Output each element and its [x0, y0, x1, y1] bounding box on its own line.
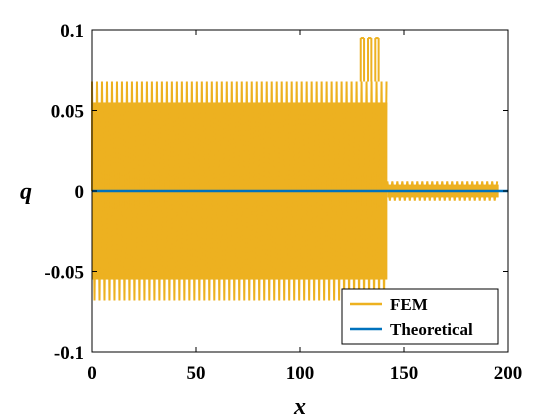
axis-ticks: 0 50 100 150 200 -0.1 -0.05 0 0.05 0.1	[44, 21, 522, 384]
legend-box	[341, 288, 499, 345]
y-tick-label: -0.1	[54, 343, 84, 364]
x-tick-label: 150	[390, 363, 419, 384]
x-tick-label: 50	[187, 363, 206, 384]
y-tick-label: 0.05	[51, 102, 84, 123]
y-tick-label: 0.1	[60, 21, 84, 42]
x-tick-label: 0	[87, 363, 97, 384]
x-tick-label: 200	[494, 363, 523, 384]
legend-fem-label: FEM	[390, 295, 428, 314]
x-axis-label: x	[293, 394, 306, 420]
legend-theoretical-label: Theoretical	[390, 320, 473, 339]
fem-series	[91, 37, 508, 301]
y-tick-label: 0	[75, 182, 85, 203]
legend: FEM Theoretical	[341, 288, 499, 345]
y-tick-label: -0.05	[44, 263, 84, 284]
y-axis-label: q	[20, 179, 32, 205]
x-tick-label: 100	[286, 363, 315, 384]
